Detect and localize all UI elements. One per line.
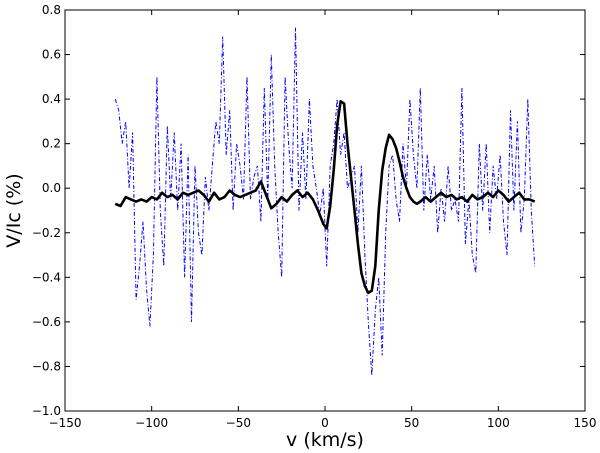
x-tick-label: 150	[574, 416, 597, 430]
x-tick-label: 100	[487, 416, 510, 430]
y-tick-label: 0.6	[42, 48, 61, 62]
y-tick-label: −0.4	[32, 270, 61, 284]
y-tick-label: 0.2	[42, 137, 61, 151]
x-tick-label: −50	[226, 416, 251, 430]
y-axis-label: V/Ic (%)	[3, 173, 25, 247]
series-layer	[114, 27, 536, 376]
x-tick-label: −150	[49, 416, 82, 430]
x-axis: −150 −100 −50 0 50 100 150	[49, 10, 597, 430]
x-axis-label: v (km/s)	[286, 429, 364, 451]
series-line-signal	[114, 100, 536, 295]
plot-frame	[64, 9, 586, 412]
x-tick-label: 0	[321, 416, 329, 430]
x-tick-label: 50	[404, 416, 419, 430]
y-tick-label: −0.2	[32, 226, 61, 240]
y-tick-label: 0.8	[42, 3, 61, 17]
y-tick-label: 0.4	[42, 92, 61, 106]
y-tick-label: 0.0	[42, 181, 61, 195]
y-tick-label: −0.8	[32, 359, 61, 373]
x-tick-label: −100	[135, 416, 168, 430]
plot-area	[64, 9, 586, 412]
y-axis: −1.0 −0.8 −0.6 −0.4 −0.2 0.0 0.2 0.4 0.6 0.8	[32, 3, 585, 418]
y-tick-label: −1.0	[32, 404, 61, 418]
series-line-noise	[114, 27, 536, 376]
y-tick-label: −0.6	[32, 315, 61, 329]
